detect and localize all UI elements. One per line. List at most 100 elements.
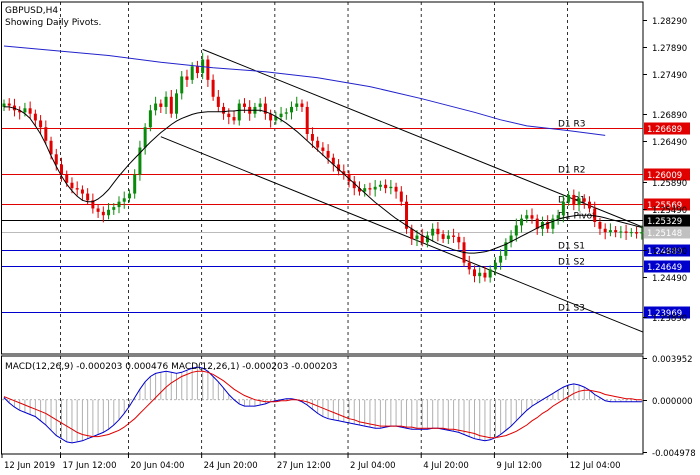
candle-body-76 — [399, 191, 403, 202]
candle-body-97 — [509, 235, 513, 243]
time-axis: 12 Jun 2019 17 Jun 12:00 20 Jun 04:00 24 Ju… — [1, 454, 621, 471]
candle-body-9 — [49, 140, 53, 155]
price-tick-label-4: 1.26490 — [652, 138, 687, 148]
candle-body-58 — [305, 106, 309, 134]
candle-body-105 — [551, 218, 555, 229]
time-tick-label-4: 27 Jun 12:00 — [277, 461, 331, 471]
chart-title: GBPUSD,H4 — [5, 6, 58, 16]
candle-body-16 — [86, 193, 90, 201]
candle-body-73 — [384, 184, 388, 189]
candle-body-14 — [75, 188, 79, 190]
candle-body-62 — [326, 150, 330, 158]
channel-upper-line — [202, 48, 644, 228]
candle-body-21 — [112, 207, 116, 210]
level-value-2: 1.25569 — [647, 201, 682, 211]
candle-body-53 — [279, 113, 283, 118]
candle-body-95 — [499, 255, 503, 263]
candle-body-64 — [337, 164, 341, 172]
candle-body-43 — [227, 113, 231, 118]
candle-body-28 — [148, 110, 152, 128]
candle-body-75 — [394, 186, 398, 192]
macd-signal-line — [3, 370, 642, 439]
candle-body-63 — [331, 157, 335, 165]
level-name-6: D1 S3 — [558, 304, 585, 314]
level-tag-2 — [644, 198, 690, 211]
price-tick-label-5: 1.25890 — [652, 179, 687, 189]
level-name-5: D1 S2 — [558, 258, 585, 268]
level-value-5: 1.24649 — [647, 263, 682, 273]
price-tick-label-6: 1.25490 — [652, 206, 687, 216]
candle-body-74 — [389, 186, 393, 189]
macd-main-line — [3, 366, 642, 444]
candle-body-22 — [117, 201, 121, 208]
macd-tick-label-2: -0.004978 — [652, 449, 696, 459]
candle-body-77 — [405, 201, 409, 229]
candle-body-49 — [258, 103, 262, 107]
price-axis: 1.26689 1.26009 1.25569 1.25329 1.24889 1.246… — [643, 17, 690, 324]
candle-body-59 — [310, 134, 314, 141]
candle-body-17 — [91, 200, 95, 209]
candle-body-120 — [629, 232, 633, 234]
time-tick-label-7: 9 Jul 12:00 — [496, 461, 542, 471]
candle-body-80 — [420, 235, 424, 243]
level-value-4: 1.24889 — [647, 247, 682, 257]
price-tick-label-1: 1.27890 — [652, 44, 687, 54]
candle-body-4 — [23, 108, 27, 113]
candle-body-109 — [572, 194, 576, 206]
current-price-value: 1.25148 — [647, 229, 682, 239]
candle-body-26 — [138, 147, 142, 175]
candle-body-87 — [457, 236, 461, 243]
level-tag-4 — [644, 244, 690, 257]
candle-body-1 — [7, 103, 11, 106]
candle-body-8 — [44, 127, 48, 141]
candle-body-60 — [316, 140, 320, 148]
candle-body-40 — [211, 79, 215, 97]
moving-averages — [3, 45, 642, 254]
candle-body-18 — [96, 208, 100, 212]
time-tick-label-1: 17 Jun 12:00 — [63, 461, 117, 471]
time-tick-label-3: 24 Jun 20:00 — [204, 461, 258, 471]
candle-body-70 — [368, 188, 372, 190]
candle-body-112 — [587, 201, 591, 209]
macd-label: MACD(12,26,9) -0.000203 0.000476 MACD(12… — [5, 362, 338, 372]
macd-pane: 0.003952 0.000000 -0.004978 — [2, 355, 696, 459]
candle-body-107 — [561, 201, 565, 216]
candle-body-25 — [133, 174, 137, 194]
candle-body-89 — [467, 262, 471, 270]
candle-body-57 — [300, 103, 304, 107]
level-value-0: 1.26689 — [647, 125, 682, 135]
candle-body-79 — [415, 235, 419, 239]
candle-body-30 — [159, 103, 163, 107]
time-tick-label-0: 12 Jun 2019 — [4, 461, 55, 471]
candle-body-71 — [373, 186, 377, 190]
candle-body-3 — [18, 110, 22, 113]
candle-body-41 — [216, 96, 220, 107]
price-tick-label-0: 1.28290 — [652, 17, 687, 27]
candle-body-35 — [185, 76, 189, 80]
time-tick-label-6: 4 Jul 20:00 — [423, 461, 469, 471]
candles — [2, 52, 644, 284]
candle-body-121 — [635, 232, 639, 234]
price-pane-frame — [1, 1, 644, 355]
candle-body-39 — [206, 59, 210, 80]
candle-body-34 — [180, 76, 184, 94]
candle-body-19 — [101, 211, 105, 216]
candle-body-0 — [2, 103, 6, 107]
level-tag-6 — [644, 306, 690, 319]
candle-body-10 — [54, 154, 58, 165]
candle-body-11 — [60, 164, 64, 175]
level-tag-1 — [644, 168, 690, 181]
candle-body-36 — [190, 66, 194, 80]
candle-body-78 — [410, 228, 414, 239]
current-price-tag — [644, 226, 690, 239]
time-tick-label-8: 12 Jul 04:00 — [570, 461, 621, 471]
candle-body-81 — [425, 235, 429, 243]
candle-body-37 — [195, 66, 199, 74]
price-tick-label-8: 1.24490 — [652, 274, 687, 284]
candle-body-116 — [608, 230, 612, 233]
candle-body-119 — [624, 231, 628, 233]
candle-body-83 — [436, 228, 440, 235]
level-name-2: D1 R1 — [558, 196, 586, 206]
candle-body-113 — [593, 208, 597, 222]
candle-body-15 — [80, 189, 84, 194]
